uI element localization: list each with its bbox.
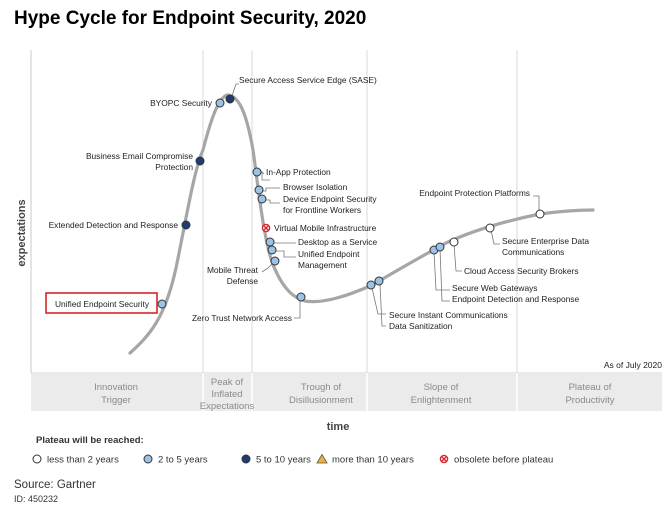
point-data-sanitization — [374, 276, 384, 286]
label-zero-trust-network-access: Zero Trust Network Access — [192, 313, 292, 323]
label-secure-web-gateways: Secure Web Gateways — [452, 283, 538, 293]
leader-line — [261, 171, 270, 181]
label-in-app-protection: In-App Protection — [266, 167, 331, 177]
point-endpoint-protection-platforms — [535, 209, 545, 219]
leader-line — [379, 283, 386, 327]
point-virtual-mobile-infrastructure — [261, 223, 271, 233]
phase-label-innovation-trigger: Innovation Trigger — [94, 382, 138, 406]
label-unified-endpoint-security: Unified Endpoint Security — [55, 299, 150, 309]
label-extended-detection-and-response: Extended Detection and Response — [49, 220, 179, 230]
point-byopc-security — [215, 98, 225, 108]
leader-line — [261, 187, 280, 192]
label-virtual-mobile-infrastructure: Virtual Mobile Infrastructure — [274, 223, 377, 233]
legend-marker-less_than_2 — [32, 454, 42, 464]
label-secure-access-service-edge-sase: Secure Access Service Edge (SASE) — [239, 75, 377, 85]
phase-band-background — [31, 373, 662, 411]
legend-item-5-to-10-years: 5 to 10 years — [241, 454, 311, 466]
source-note: Source: Gartner — [14, 479, 96, 491]
document-id: ID: 450232 — [14, 494, 59, 504]
legend-item-less-than-2-years: less than 2 years — [32, 454, 119, 466]
leader-line — [231, 83, 239, 97]
legend-marker-obsolete — [439, 454, 449, 464]
legend: less than 2 years 2 to 5 years 5 to 10 yea… — [32, 453, 553, 466]
highlight-box — [45, 292, 158, 314]
point-desktop-as-a-service — [265, 237, 275, 247]
leader-line — [433, 251, 450, 291]
label-byopc-security: BYOPC Security — [150, 98, 213, 108]
x-axis-label: time — [327, 421, 350, 433]
legend-item-more-than-10-years: more than 10 years — [316, 453, 414, 466]
legend-marker-more_than_10 — [316, 453, 328, 464]
leader-line — [533, 195, 540, 212]
point-mobile-threat-defense — [270, 256, 280, 266]
technology-points — [157, 94, 545, 309]
legend-label: obsolete before plateau — [454, 455, 553, 466]
leader-line — [371, 287, 386, 315]
leader-line — [274, 250, 296, 258]
legend-item-obsolete-before-plateau: obsolete before plateau — [439, 454, 553, 466]
leader-line — [263, 199, 280, 204]
chart-title: Hype Cycle for Endpoint Security, 2020 — [14, 8, 367, 29]
legend-item-2-to-5-years: 2 to 5 years — [143, 454, 208, 466]
legend-title: Plateau will be reached: — [36, 435, 144, 446]
legend-label: less than 2 years — [47, 455, 119, 466]
point-secure-access-service-edge-sase — [225, 94, 235, 104]
label-mobile-threat-defense: Mobile Threat Defense — [207, 265, 259, 286]
point-unified-endpoint-security — [157, 299, 167, 309]
point-device-endpoint-security-for-frontline-workers — [257, 194, 267, 204]
point-browser-isolation — [254, 185, 264, 195]
label-secure-instant-communications: Secure Instant Communications — [389, 310, 508, 320]
label-device-endpoint-security-for-frontline-workers: Device Endpoint Security for Frontline Wo… — [283, 194, 377, 215]
phase-label-trough-of-disillusionment: Trough of Disillusionment — [289, 382, 353, 406]
leader-lines — [231, 83, 540, 327]
legend-label: 2 to 5 years — [158, 455, 208, 466]
technology-labels: Unified Endpoint Security Extended Detect… — [45, 75, 589, 331]
point-zero-trust-network-access — [296, 292, 306, 302]
point-extended-detection-and-response — [181, 220, 191, 230]
legend-label: more than 10 years — [332, 455, 414, 466]
label-desktop-as-a-service: Desktop as a Service — [298, 237, 377, 247]
phase-band: Innovation Trigger Peak of Inflated Expectat… — [31, 373, 662, 412]
legend-marker-five_to_ten — [241, 454, 251, 464]
label-endpoint-protection-platforms: Endpoint Protection Platforms — [419, 188, 530, 198]
point-unified-endpoint-management — [267, 245, 277, 255]
y-axis-label: expectations — [16, 199, 28, 266]
label-data-sanitization: Data Sanitization — [389, 321, 453, 331]
label-endpoint-detection-and-response: Endpoint Detection and Response — [452, 294, 579, 304]
point-endpoint-detection-and-response — [435, 242, 445, 252]
phase-label-peak-of-inflated-expectations: Peak of Inflated Expectations — [200, 377, 255, 412]
leader-line — [439, 248, 450, 302]
phase-label-slope-of-enlightenment: Slope of Enlightenment — [411, 382, 472, 406]
legend-marker-two_to_five — [143, 454, 153, 464]
point-cloud-access-security-brokers — [449, 237, 459, 247]
leader-line — [453, 243, 462, 272]
phase-label-plateau-of-productivity: Plateau of Productivity — [565, 382, 614, 406]
leader-line — [490, 229, 500, 245]
as-of-date: As of July 2020 — [604, 360, 662, 370]
point-in-app-protection — [252, 167, 262, 177]
label-business-email-compromise-protection: Business Email Compromise Protection — [86, 151, 193, 172]
point-secure-instant-communications — [366, 280, 376, 290]
label-unified-endpoint-management: Unified Endpoint Management — [298, 249, 360, 270]
point-business-email-compromise-protection — [195, 156, 205, 166]
label-secure-enterprise-data-communications: Secure Enterprise Data Communications — [502, 236, 589, 257]
point-secure-enterprise-data-communications — [485, 223, 495, 233]
label-browser-isolation: Browser Isolation — [283, 182, 348, 192]
leader-line — [294, 300, 301, 319]
label-cloud-access-security-brokers: Cloud Access Security Brokers — [464, 266, 579, 276]
legend-label: 5 to 10 years — [256, 455, 311, 466]
